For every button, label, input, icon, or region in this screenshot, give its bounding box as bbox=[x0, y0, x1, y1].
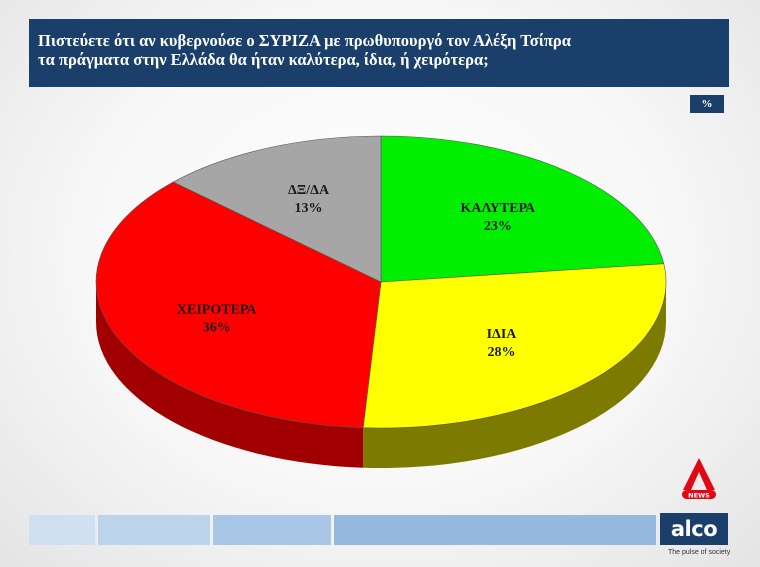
pie-slice-καλυτερα bbox=[380, 135, 665, 283]
unit-badge: % bbox=[690, 95, 724, 113]
footer-strip-segment-4 bbox=[334, 515, 656, 545]
slice-label-καλυτερα: ΚΑΛΥΤΕΡΑ bbox=[461, 201, 537, 216]
pie-side-ιδια bbox=[363, 282, 666, 468]
alpha-news-logo: NEWS bbox=[682, 458, 716, 499]
pie-slice-δξ-δα bbox=[172, 135, 382, 283]
slice-value-ιδια: 28% bbox=[487, 345, 515, 360]
slice-label-ιδια: ΙΔΙΑ bbox=[487, 327, 518, 342]
slice-label-χειροτερα: ΧΕΙΡΟΤΕΡΑ bbox=[177, 302, 258, 317]
slice-value-καλυτερα: 23% bbox=[484, 219, 512, 234]
slice-value-δξ-δα: 13% bbox=[295, 201, 323, 216]
pie-side-walls bbox=[96, 282, 666, 468]
question-title-line-1: Πιστεύετε ότι αν κυβερνούσε ο ΣΥΡΙΖΑ με … bbox=[38, 31, 571, 50]
question-title-line-2: τα πράγματα στην Ελλάδα θα ήταν καλύτερα… bbox=[38, 50, 489, 69]
alco-tagline: The pulse of society bbox=[668, 549, 731, 556]
pie-slice-ιδια bbox=[362, 263, 667, 429]
pie-chart: ΚΑΛΥΤΕΡΑ 23% ΙΔΙΑ 28% ΧΕΙΡΟΤΕΡΑ 36% ΔΞ/ΔΑ 13% bbox=[95, 135, 667, 468]
pie-labels: ΚΑΛΥΤΕΡΑ 23% ΙΔΙΑ 28% ΧΕΙΡΟΤΕΡΑ 36% ΔΞ/ΔΑ 13% bbox=[177, 183, 536, 360]
slice-value-χειροτερα: 36% bbox=[203, 320, 231, 335]
footer-strip-segment-1 bbox=[29, 515, 95, 545]
pie-side-χειροτερα bbox=[96, 282, 364, 468]
news-logo-text: NEWS bbox=[688, 491, 710, 499]
pie-top-slices bbox=[95, 135, 667, 429]
question-title-bar: Πιστεύετε ότι αν κυβερνούσε ο ΣΥΡΙΖΑ με … bbox=[29, 19, 729, 87]
footer-strip-segment-2 bbox=[98, 515, 210, 545]
alco-logo: alco bbox=[660, 513, 728, 545]
slice-label-δξ-δα: ΔΞ/ΔΑ bbox=[288, 183, 330, 198]
footer-strip-segment-3 bbox=[213, 515, 331, 545]
pie-slice-χειροτερα bbox=[95, 181, 382, 429]
